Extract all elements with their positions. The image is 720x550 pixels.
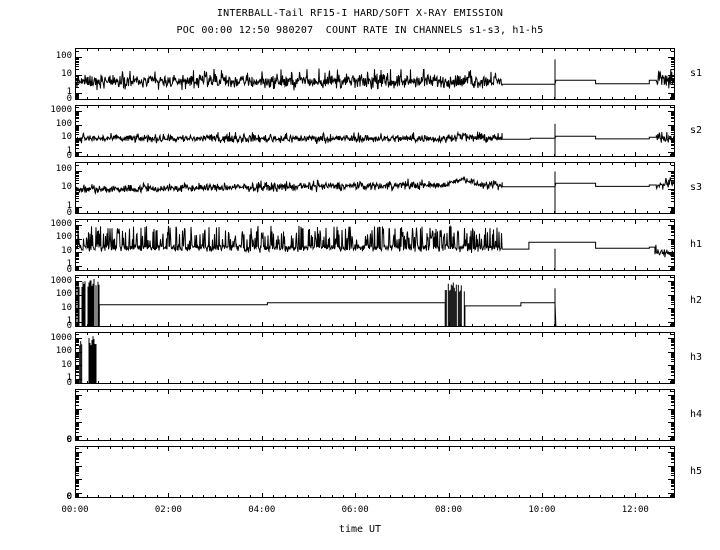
ytick-s2-0: 1000 [50,105,72,116]
ytick-h5-1: 0 [66,492,72,502]
ytick-h4-3: 0 [66,435,72,446]
ytick-h5-3: 0 [66,492,72,502]
xtick-6: 12:00 [621,505,649,515]
panel-trace-h5 [75,446,675,498]
ytick-h1-2: 10 [61,245,72,256]
ytick-h3-3: 1 [66,372,72,383]
panel-h1 [75,218,675,271]
panel-trace-s2 [75,104,675,157]
ytick-h2-2: 10 [61,302,72,313]
panel-trace-s1 [75,48,675,100]
ytick-h1-4: 0 [66,264,72,275]
ytick-s1-2: 1 [66,86,72,97]
panel-stack [75,48,675,498]
channel-label-s3: s3 [690,181,703,193]
ytick-h5-0: 0 [66,492,72,502]
ytick-h2-1: 100 [55,289,72,300]
ytick-s2-3: 1 [66,145,72,156]
ytick-h3-2: 10 [61,359,72,370]
ytick-s3-0: 100 [55,164,72,175]
ytick-h4-0: 0 [66,435,72,446]
channel-label-s2: s2 [690,124,703,136]
ytick-h2-4: 0 [66,321,72,332]
ytick-s1-0: 100 [55,50,72,61]
ytick-h4-1: 0 [66,435,72,446]
chart-subtitle: POC 00:00 12:50 980207 COUNT RATE IN CHA… [176,25,544,36]
ytick-h3-4: 0 [66,378,72,389]
ytick-s2-1: 100 [55,118,72,129]
channel-label-h3: h3 [690,352,703,364]
panel-trace-h1 [75,218,675,271]
y-axis-labels: 100 10 1 0 1000 100 10 1 0 100 10 1 0 1000 100 10 1 0 1000… [0,0,72,550]
panel-h3 [75,332,675,385]
xtick-1: 02:00 [154,505,182,515]
panel-trace-h2 [75,275,675,328]
xtick-0: 00:00 [61,505,89,515]
panel-trace-s3 [75,161,675,214]
xtick-2: 04:00 [248,505,276,515]
ytick-h2-3: 1 [66,316,72,327]
ytick-h2-0: 1000 [50,275,72,286]
channel-labels: s1 s2 s3 h1 h2 h3 h4 h5 [690,0,720,550]
ytick-h4-2: 0 [66,435,72,446]
ytick-h1-3: 1 [66,259,72,270]
panel-h4 [75,389,675,442]
ytick-s1-3: 0 [66,94,72,104]
channel-label-h2: h2 [690,295,703,307]
ytick-s1-1: 10 [61,68,72,79]
ytick-s3-3: 0 [66,207,72,218]
xtick-3: 06:00 [341,505,369,515]
ytick-h1-0: 1000 [50,218,72,229]
panel-h2 [75,275,675,328]
ytick-s2-4: 0 [66,150,72,161]
panel-h5 [75,446,675,498]
xtick-5: 10:00 [528,505,556,515]
ytick-h4-4: 0 [66,435,72,446]
ytick-s3-2: 1 [66,200,72,211]
ytick-h1-1: 100 [55,232,72,243]
x-axis-title: time UT [338,524,382,535]
channel-label-h5: h5 [690,466,703,477]
ytick-h5-4: 0 [66,492,72,502]
panel-trace-h4 [75,389,675,442]
ytick-s3-1: 10 [61,182,72,193]
ytick-h3-1: 100 [55,346,72,357]
panel-s3 [75,161,675,214]
chart-title: INTERBALL-Tail RF15-I HARD/SOFT X-RAY EM… [216,8,504,19]
panel-s1 [75,48,675,100]
xtick-4: 08:00 [434,505,463,515]
panel-s2 [75,104,675,157]
x-axis: time UT 00:00 02:00 04:00 06:00 08:00 10:00 12… [0,498,720,550]
panel-frame-s1 [75,48,675,100]
panel-trace-h3 [75,332,675,385]
channel-label-h1: h1 [690,238,703,250]
channel-label-h4: h4 [690,409,703,421]
channel-label-s1: s1 [690,68,703,79]
ytick-h3-0: 1000 [50,332,72,343]
ytick-h5-2: 0 [66,492,72,502]
ytick-s2-2: 10 [61,132,72,143]
